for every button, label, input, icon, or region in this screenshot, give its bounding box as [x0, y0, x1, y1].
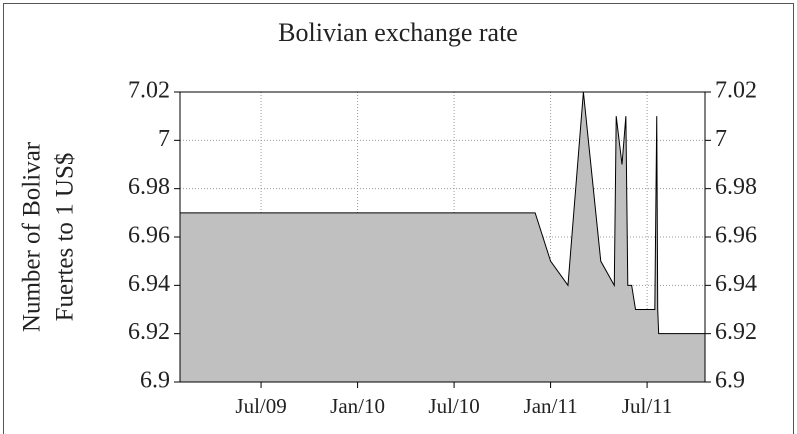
- y-tick-label: 6.92: [128, 319, 170, 345]
- y2-tick-label: 7.02: [715, 78, 757, 104]
- y-tick-label: 6.9: [140, 368, 170, 394]
- x-tick-label: Jul/09: [235, 394, 286, 418]
- frame: [3, 3, 794, 434]
- y-tick-label: 7: [158, 126, 170, 152]
- y2-tick-label: 6.98: [715, 174, 757, 200]
- y-tick-label: 6.98: [128, 174, 170, 200]
- y2-tick-label: 6.9: [715, 368, 745, 394]
- y2-tick-label: 6.92: [715, 319, 757, 345]
- x-tick-label: Jul/11: [622, 394, 673, 418]
- area: [180, 92, 705, 382]
- area-line: [180, 91, 705, 335]
- y-tick-label: 7.02: [128, 78, 170, 104]
- y-tick-label: 6.96: [128, 223, 170, 249]
- y2-tick-label: 6.94: [715, 271, 757, 297]
- x-tick-label: Jan/10: [330, 394, 385, 418]
- y2-tick-label: 6.96: [715, 223, 757, 249]
- y2-tick-label: 7: [715, 126, 727, 152]
- x-tick-label: Jan/11: [524, 394, 578, 418]
- y-axis-label: Number of Bolivar: [19, 141, 46, 332]
- y-axis-label: Fuertes to 1 US$: [52, 153, 79, 322]
- x-tick-label: Jul/10: [428, 394, 479, 418]
- y-tick-label: 6.94: [128, 271, 170, 297]
- chart-title: Bolivian exchange rate: [278, 18, 518, 47]
